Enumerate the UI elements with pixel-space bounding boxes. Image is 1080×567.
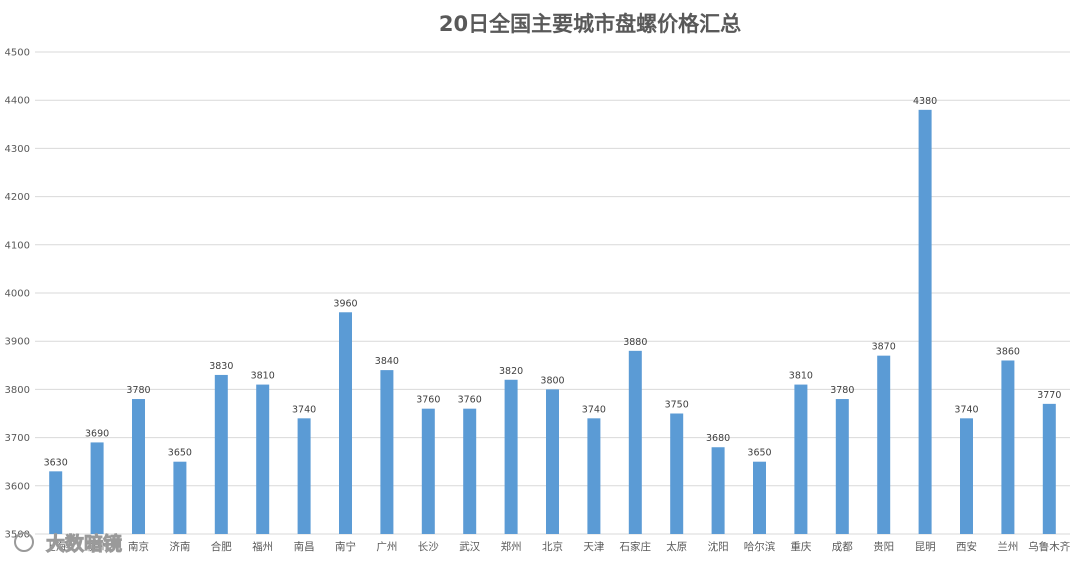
- x-tick-label: 郑州: [501, 540, 522, 553]
- bar: [546, 389, 559, 534]
- watermark-logo-icon: [14, 532, 34, 552]
- x-tick-label: 长沙: [418, 541, 439, 553]
- x-tick-label: 成都: [832, 541, 853, 553]
- data-label: 3810: [251, 371, 275, 382]
- data-label: 3760: [458, 395, 482, 406]
- x-tick-label: 太原: [666, 540, 687, 553]
- x-tick-label: 天津: [583, 541, 604, 553]
- bar: [256, 384, 270, 534]
- data-label: 3810: [789, 371, 813, 382]
- bar: [1042, 403, 1056, 534]
- x-tick-label: 重庆: [790, 540, 811, 553]
- bar: [49, 471, 63, 534]
- bar: [960, 418, 973, 534]
- gridlines: [35, 51, 1070, 535]
- bar: [794, 384, 808, 534]
- y-axis-ticks: 3500360037003800390040004100420043004400…: [5, 48, 30, 541]
- y-tick-label: 4000: [5, 289, 30, 300]
- data-label: 4380: [913, 96, 937, 107]
- data-label: 3680: [706, 433, 730, 444]
- y-tick-label: 4500: [5, 48, 30, 59]
- data-label: 3840: [375, 356, 399, 367]
- bar: [1001, 360, 1015, 534]
- data-label: 3820: [499, 366, 523, 377]
- x-tick-label: 昆明: [915, 541, 936, 553]
- x-tick-label: 沈阳: [708, 540, 729, 553]
- data-label: 3760: [416, 395, 440, 406]
- data-label: 3650: [168, 448, 192, 459]
- bars: [49, 109, 1056, 534]
- data-label: 3630: [44, 457, 68, 468]
- bar: [504, 379, 518, 534]
- bar: [711, 447, 725, 534]
- bar: [670, 413, 684, 534]
- x-tick-label: 武汉: [459, 540, 480, 553]
- bar: [918, 109, 932, 534]
- x-tick-label: 北京: [542, 540, 563, 553]
- bar: [463, 408, 477, 534]
- data-label: 3740: [954, 404, 978, 415]
- bar: [628, 350, 642, 534]
- x-tick-label: 贵阳: [873, 540, 894, 553]
- x-tick-label: 西安: [956, 540, 977, 553]
- data-label: 3770: [1037, 390, 1061, 401]
- x-tick-label: 哈尔滨: [744, 540, 776, 553]
- bar: [753, 461, 766, 534]
- bar: [877, 355, 891, 534]
- watermark: 大数暗镜: [14, 532, 122, 555]
- y-tick-label: 3900: [5, 337, 30, 348]
- chart-title: 20日全国主要城市盘螺价格汇总: [439, 12, 741, 36]
- watermark-text: 大数暗镜: [46, 532, 122, 555]
- data-label: 3800: [540, 375, 564, 386]
- y-tick-label: 4200: [5, 192, 30, 203]
- x-tick-label: 南京: [128, 540, 149, 553]
- x-tick-label: 石家庄: [620, 540, 652, 553]
- data-label: 3750: [665, 400, 689, 411]
- x-tick-label: 广州: [376, 541, 397, 553]
- data-label: 3870: [872, 342, 896, 353]
- data-label: 3780: [830, 385, 854, 396]
- bar: [90, 442, 104, 534]
- x-tick-label: 上海: [45, 540, 66, 553]
- data-label: 3880: [623, 337, 647, 348]
- y-tick-label: 4100: [5, 240, 30, 251]
- bar: [173, 461, 187, 534]
- data-label: 3960: [333, 298, 357, 309]
- data-label: 3830: [209, 361, 233, 372]
- bar: [214, 374, 228, 534]
- bar: [339, 312, 352, 534]
- y-tick-label: 4400: [5, 96, 30, 107]
- x-tick-label: 杭州: [87, 540, 108, 553]
- bar: [297, 418, 311, 534]
- y-tick-label: 4300: [5, 144, 30, 155]
- x-tick-label: 南宁: [335, 540, 356, 553]
- bar: [380, 370, 394, 534]
- x-tick-label: 兰州: [997, 540, 1018, 553]
- data-label: 3740: [292, 404, 316, 415]
- data-label: 3780: [126, 385, 150, 396]
- bar: [421, 408, 435, 534]
- data-label: 3860: [996, 346, 1020, 357]
- bar: [132, 399, 145, 534]
- bar: [835, 399, 849, 534]
- data-label: 3740: [582, 404, 606, 415]
- x-tick-label: 福州: [252, 540, 273, 553]
- data-label: 3690: [85, 428, 109, 439]
- y-tick-label: 3600: [5, 481, 30, 492]
- x-tick-label: 南昌: [294, 540, 315, 553]
- y-tick-label: 3800: [5, 385, 30, 396]
- x-tick-label: 济南: [169, 540, 190, 553]
- data-label: 3650: [747, 448, 771, 459]
- bar: [587, 418, 601, 534]
- data-labels: 3630 3690 3780 3650 3830 3810 3740 3960 3840 3760…: [44, 96, 1062, 469]
- x-axis-ticks: 上海 杭州 南京 济南 合肥 福州 南昌 南宁 广州 长沙 武汉 郑州 北京 天津 石家庄 太原 沈阳 哈尔滨 重庆…: [45, 540, 1071, 553]
- x-tick-label: 乌鲁木齐: [1028, 540, 1070, 553]
- x-tick-label: 合肥: [211, 540, 232, 553]
- y-tick-label: 3700: [5, 433, 30, 444]
